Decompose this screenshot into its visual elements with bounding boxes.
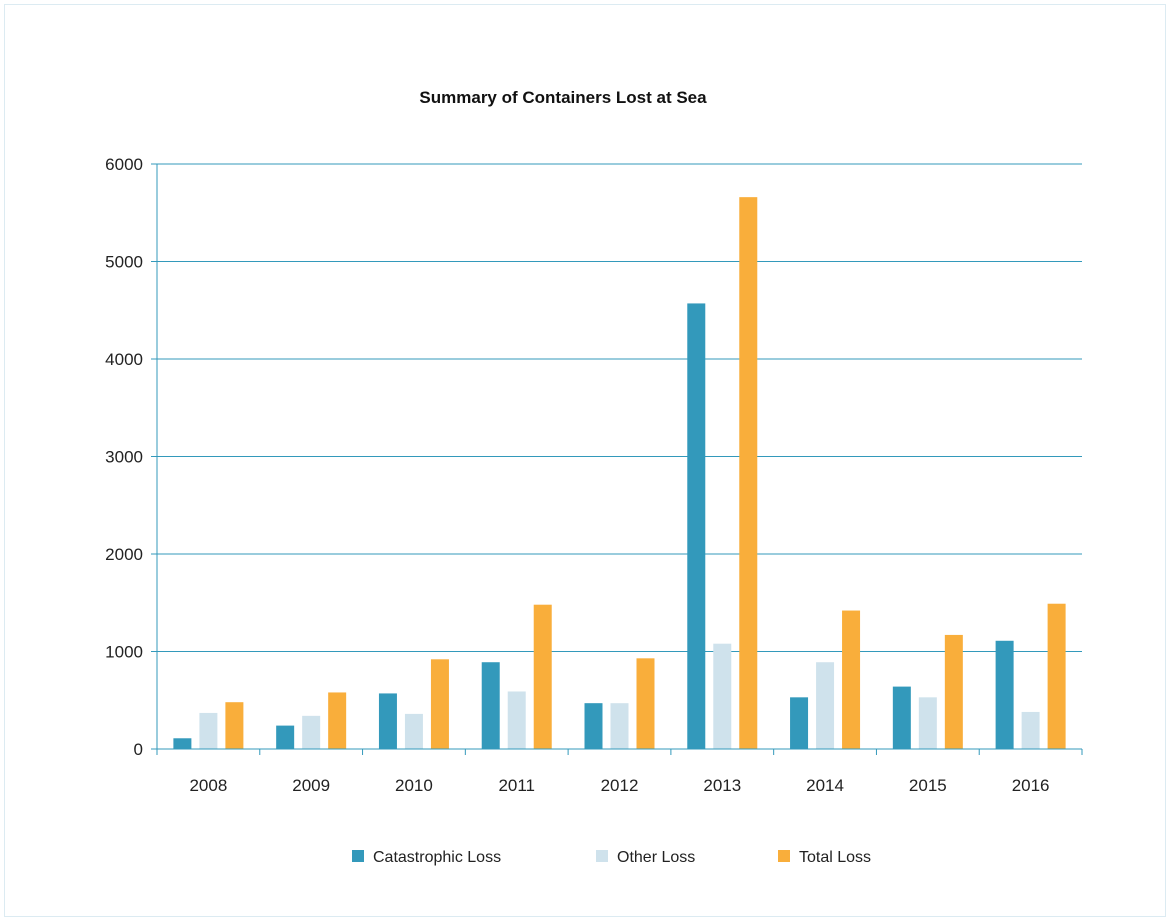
bar xyxy=(507,691,526,749)
bar xyxy=(199,712,218,749)
legend-swatch xyxy=(352,850,364,862)
bar xyxy=(173,738,192,749)
bar xyxy=(302,715,321,749)
x-tick-label: 2012 xyxy=(601,776,639,795)
bar xyxy=(225,702,244,749)
bar xyxy=(713,643,732,749)
bar xyxy=(687,303,706,749)
y-tick-label: 1000 xyxy=(105,643,143,662)
bar xyxy=(276,725,295,749)
y-tick-label: 0 xyxy=(134,740,143,759)
axes: 0 1000 2000 3000 4000 5000 6000 2008 2009 2010 201… xyxy=(105,155,1083,795)
legend-label: Catastrophic Loss xyxy=(373,849,501,866)
bar xyxy=(739,197,758,749)
legend-label: Total Loss xyxy=(799,849,871,866)
x-tick-label: 2009 xyxy=(292,776,330,795)
bar xyxy=(1047,603,1066,749)
x-tick-label: 2015 xyxy=(909,776,947,795)
legend-swatch xyxy=(596,850,608,862)
bar xyxy=(328,692,347,749)
bar xyxy=(584,703,603,749)
bar xyxy=(1021,711,1040,749)
bar xyxy=(842,610,861,749)
x-tick-label: 2008 xyxy=(189,776,227,795)
chart-frame xyxy=(4,4,1166,917)
x-tick-label: 2016 xyxy=(1012,776,1050,795)
bars xyxy=(173,197,1066,749)
legend: Catastrophic Loss Other Loss Total Loss xyxy=(352,849,871,866)
legend-label: Other Loss xyxy=(617,849,695,866)
y-tick-label: 4000 xyxy=(105,350,143,369)
y-tick-label: 5000 xyxy=(105,253,143,272)
bar xyxy=(430,659,449,749)
x-tick-label: 2010 xyxy=(395,776,433,795)
bar xyxy=(610,703,629,749)
bar xyxy=(636,658,655,749)
bar xyxy=(378,693,397,749)
legend-swatch xyxy=(778,850,790,862)
bar xyxy=(892,686,911,749)
bar xyxy=(918,697,937,749)
y-tick-label: 3000 xyxy=(105,448,143,467)
bar xyxy=(995,640,1014,749)
gridlines xyxy=(157,163,1082,652)
bar xyxy=(533,604,552,749)
bar xyxy=(790,697,809,749)
x-tick-label: 2014 xyxy=(806,776,844,795)
y-tick-label: 2000 xyxy=(105,545,143,564)
y-tick-label: 6000 xyxy=(105,155,143,174)
bar xyxy=(404,713,423,749)
x-tick-label: 2013 xyxy=(703,776,741,795)
chart-title: Summary of Containers Lost at Sea xyxy=(419,88,707,107)
bar xyxy=(816,662,835,749)
x-tick-label: 2011 xyxy=(498,776,535,795)
bar xyxy=(481,662,500,749)
bar xyxy=(944,634,963,749)
